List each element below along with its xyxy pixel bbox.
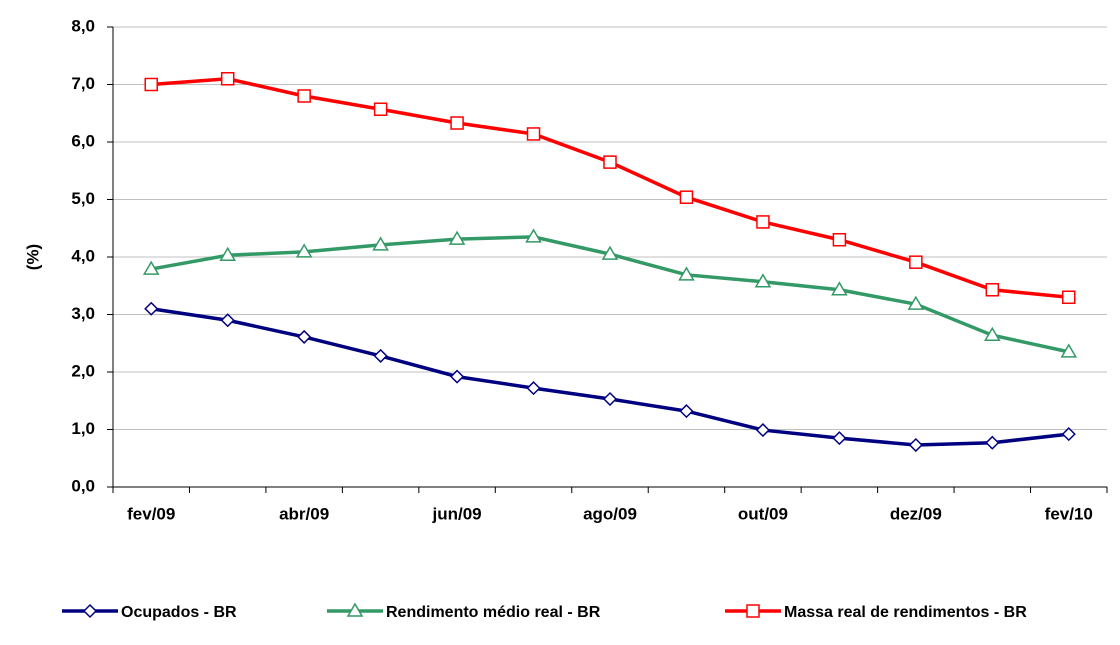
marker	[220, 72, 235, 86]
marker	[373, 348, 388, 363]
marker	[603, 155, 617, 169]
marker	[832, 431, 847, 446]
marker	[219, 246, 236, 262]
marker	[144, 77, 158, 92]
marker	[144, 301, 159, 316]
legend-label: Ocupados - BR	[121, 604, 237, 621]
y-tick-label: 7,0	[71, 74, 95, 93]
marker	[985, 283, 1000, 297]
marker	[373, 102, 388, 116]
x-tick-label: fev/09	[127, 504, 175, 523]
marker	[142, 260, 160, 275]
marker	[678, 266, 695, 281]
marker	[831, 281, 848, 296]
marker	[907, 295, 925, 310]
legend-marker	[82, 603, 98, 619]
series-line	[151, 76, 1069, 299]
marker	[297, 89, 311, 103]
series-line	[150, 307, 1069, 447]
y-tick-label: 6,0	[71, 131, 95, 150]
marker	[525, 228, 542, 243]
marker	[1060, 343, 1078, 358]
marker	[832, 233, 847, 247]
y-tick-label: 0,0	[71, 476, 95, 495]
marker	[754, 273, 772, 288]
marker	[1062, 290, 1076, 304]
marker	[908, 437, 923, 453]
marker	[297, 329, 312, 344]
x-tick-label: jun/09	[432, 504, 482, 523]
marker	[679, 190, 694, 204]
x-tick-label: ago/09	[583, 504, 637, 523]
marker	[984, 326, 1001, 341]
marker	[526, 127, 541, 141]
y-tick-label: 3,0	[71, 304, 95, 323]
marker	[450, 116, 464, 130]
marker	[450, 369, 465, 384]
y-axis-label: (%)	[23, 244, 42, 270]
marker	[220, 313, 235, 328]
y-tick-label: 1,0	[71, 419, 95, 438]
y-tick-label: 2,0	[71, 361, 95, 380]
x-tick-label: dez/09	[890, 504, 942, 523]
marker	[601, 245, 619, 260]
marker	[679, 404, 694, 419]
y-tick-label: 4,0	[71, 246, 95, 265]
marker	[602, 391, 618, 407]
legend-label: Rendimento médio real - BR	[386, 604, 601, 621]
marker	[985, 435, 1000, 450]
marker	[295, 243, 313, 258]
y-tick-label: 8,0	[71, 16, 95, 35]
legend-marker	[746, 604, 760, 618]
legend-label: Massa real de rendimentos - BR	[784, 604, 1027, 621]
marker	[909, 255, 923, 269]
marker	[372, 236, 389, 251]
x-tick-label: fev/10	[1045, 504, 1093, 523]
marker	[756, 215, 770, 229]
legend-marker	[346, 602, 364, 617]
marker	[526, 381, 541, 396]
x-tick-label: out/09	[738, 504, 788, 523]
y-tick-label: 5,0	[71, 189, 95, 208]
marker	[755, 423, 770, 438]
marker	[1061, 427, 1076, 442]
marker	[448, 230, 466, 245]
x-tick-label: abr/09	[279, 504, 329, 523]
